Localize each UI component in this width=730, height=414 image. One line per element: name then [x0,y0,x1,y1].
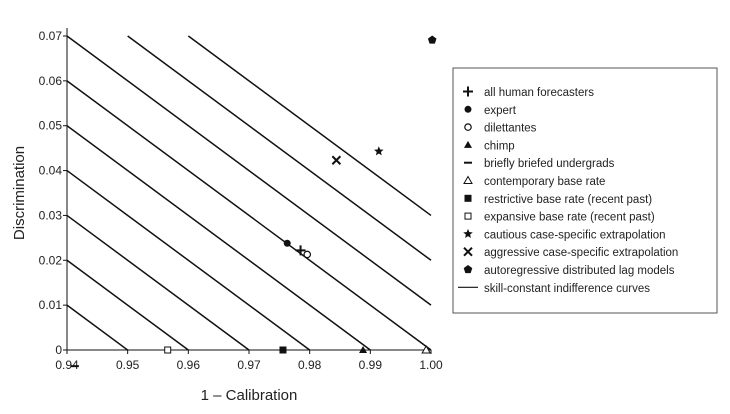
y-tick-label: 0.06 [39,74,63,88]
legend-label-skill-constant-indifference-curves: skill-constant indifference curves [484,283,650,295]
legend-marker-expert [464,105,472,113]
y-tick-label: 0.05 [39,119,63,133]
legend-marker-dilettantes [464,123,472,131]
y-axis-title: Discrimination [11,146,28,240]
legend-marker-contemporary-base-rate [463,175,473,184]
legend-label-restrictive-base-rate-recent-past: restrictive base rate (recent past) [484,194,652,206]
point-contemporary-base-rate [421,344,432,354]
legend-marker-expansive-base-rate-recent-past [464,212,472,220]
y-tick-label: 0.07 [39,29,63,43]
legend-label-cautious-case-specific-extrapolation: cautious case-specific extrapolation [484,229,666,241]
indifference-curve-8 [127,35,432,261]
indifference-curve-7 [66,35,432,306]
y-tick-label: 0.03 [39,208,63,222]
x-tick-label: 0.98 [298,358,322,372]
legend-label-dilettantes: dilettantes [484,123,537,135]
x-tick-label: 1.00 [419,358,443,372]
point-chimp [359,346,368,353]
indifference-curve-3 [66,214,250,351]
legend: all human forecasters expert dilettantes ch… [452,67,718,314]
point-aggressive-case-specific-extrapolation [331,155,342,165]
indifference-curve-4 [66,169,311,351]
legend-marker-all-human-forecasters [463,86,473,97]
point-restrictive-base-rate-recent-past [279,346,287,354]
x-tick-label: 0.95 [116,358,140,372]
x-tick-label: 0.96 [177,358,201,372]
y-tick-label: 0 [55,343,62,357]
indifference-curve-1 [66,304,129,351]
legend-label-aggressive-case-specific-extrapolation: aggressive case-specific extrapolation [484,247,678,259]
point-cautious-case-specific-extrapolation [374,146,384,156]
x-tick-label: 0.99 [359,358,383,372]
legend-label-briefly-briefed-undergrads: briefly briefed undergrads [484,158,615,170]
x-tick-label: 0.94 [55,358,79,372]
indifference-curve-5 [66,125,371,351]
legend-label-contemporary-base-rate: contemporary base rate [484,176,605,188]
y-tick-label: 0.01 [39,298,63,312]
y-tick-label: 0.02 [39,253,63,267]
point-dilettantes [303,250,312,259]
point-expert [283,239,291,247]
legend-label-expert: expert [484,105,517,117]
point-all-human-forecasters [295,245,306,256]
indifference-curve-9 [187,35,432,217]
legend-label-autoregressive-distributed-lag-models: autoregressive distributed lag models [484,265,675,277]
legend-marker-aggressive-case-specific-extrapolation [463,246,473,257]
indifference-curve-6 [66,80,432,351]
legend-marker-cautious-case-specific-extrapolation [463,228,473,238]
legend-box [452,67,718,314]
indifference-curve-2 [66,259,189,351]
indifference-curves [66,35,432,351]
point-expansive-base-rate-recent-past [164,346,172,354]
axes [63,28,432,354]
y-tick-label: 0.04 [39,164,63,178]
legend-label-expansive-base-rate-recent-past: expansive base rate (recent past) [484,212,655,224]
data-points [70,35,437,368]
point-autoregressive-distributed-lag-models [427,35,437,44]
x-axis-title: 1 – Calibration [201,387,298,404]
legend-label-chimp: chimp [484,140,515,152]
tick-labels: 0.94 0.95 0.96 0.97 0.98 0.99 1.00 0 0.01 0.02 0.0… [39,29,443,372]
legend-label-all-human-forecasters: all human forecasters [484,87,594,99]
x-tick-label: 0.97 [237,358,261,372]
legend-marker-restrictive-base-rate-recent-past [464,194,472,202]
legend-marker-autoregressive-distributed-lag-models [463,265,473,274]
legend-marker-chimp [464,140,472,148]
